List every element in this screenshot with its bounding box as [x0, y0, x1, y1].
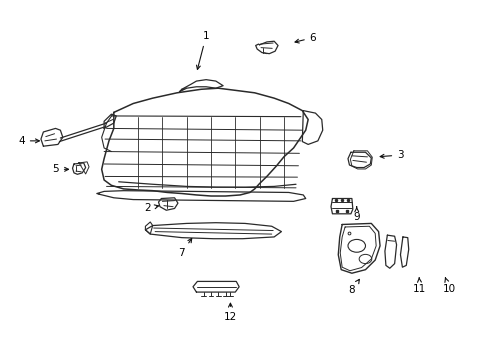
Text: 8: 8 [348, 279, 359, 295]
Text: 1: 1 [196, 31, 209, 69]
Text: 9: 9 [353, 207, 360, 222]
Text: 5: 5 [52, 164, 69, 174]
Text: 3: 3 [380, 150, 404, 160]
Text: 2: 2 [145, 203, 158, 213]
Text: 6: 6 [295, 33, 317, 43]
Text: 4: 4 [18, 136, 39, 146]
Text: 10: 10 [442, 278, 456, 293]
Text: 11: 11 [413, 278, 426, 293]
Text: 7: 7 [178, 238, 192, 258]
Text: 12: 12 [224, 303, 237, 322]
